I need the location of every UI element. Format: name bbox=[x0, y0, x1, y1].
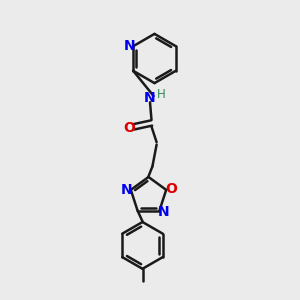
Text: N: N bbox=[124, 39, 135, 53]
Text: H: H bbox=[157, 88, 166, 101]
Text: N: N bbox=[144, 92, 156, 105]
Text: O: O bbox=[123, 122, 135, 135]
Text: O: O bbox=[165, 182, 177, 196]
Text: N: N bbox=[158, 205, 170, 219]
Text: N: N bbox=[121, 183, 132, 197]
